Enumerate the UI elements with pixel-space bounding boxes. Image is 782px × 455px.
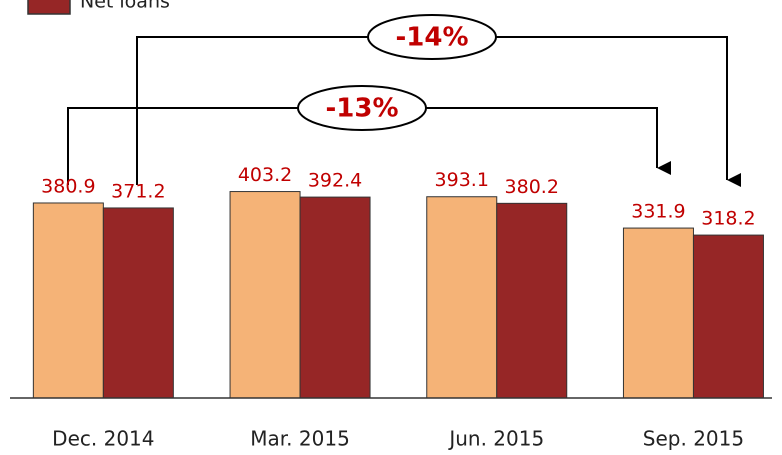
bar bbox=[229, 191, 301, 399]
x-tick-label: Mar. 2015 bbox=[250, 427, 350, 451]
value-label: 393.1 bbox=[435, 169, 489, 191]
x-tick-label: Jun. 2015 bbox=[447, 427, 544, 451]
bar bbox=[692, 234, 764, 399]
x-tick-label: Sep. 2015 bbox=[643, 427, 744, 451]
bar bbox=[622, 227, 694, 399]
value-label: 318.2 bbox=[701, 208, 755, 230]
x-tick-label: Dec. 2014 bbox=[52, 427, 154, 451]
annotation: -14% bbox=[395, 23, 468, 53]
value-label: 331.9 bbox=[631, 201, 685, 223]
annotation: -13% bbox=[325, 94, 398, 124]
value-label: 371.2 bbox=[111, 180, 165, 202]
bar bbox=[426, 196, 498, 399]
bar bbox=[32, 202, 104, 399]
bar bbox=[496, 202, 568, 399]
value-label: 392.4 bbox=[308, 170, 362, 192]
legend-swatch bbox=[27, 0, 71, 15]
value-label: 380.9 bbox=[41, 175, 95, 197]
bar bbox=[102, 207, 174, 399]
annotation-ellipse bbox=[367, 14, 497, 60]
legend-label: Net loans bbox=[80, 0, 170, 13]
value-label: 403.2 bbox=[238, 164, 292, 186]
bar bbox=[299, 196, 371, 399]
annotation-ellipse bbox=[297, 85, 427, 131]
value-label: 380.2 bbox=[505, 176, 559, 198]
